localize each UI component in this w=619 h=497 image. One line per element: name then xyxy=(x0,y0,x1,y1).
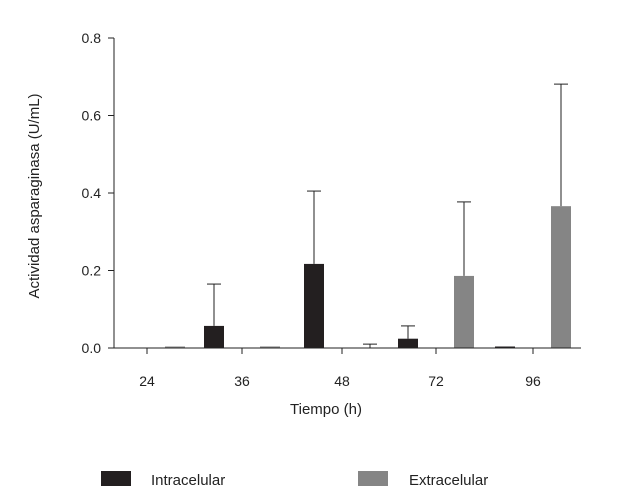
bar-extracelular xyxy=(260,346,280,348)
legend-swatch-extracelular xyxy=(358,471,388,486)
error-bars xyxy=(207,83,568,348)
x-tick-label: 72 xyxy=(428,373,444,389)
y-tick-label: 0.2 xyxy=(82,263,102,279)
bar-intracelular xyxy=(495,346,515,348)
legend-swatch-intracelular xyxy=(101,471,131,486)
bar-intracelular xyxy=(398,338,418,348)
legend-label-extracelular: Extracelular xyxy=(409,472,488,489)
bar-intracelular xyxy=(304,263,324,348)
legend-label-intracelular: Intracelular xyxy=(151,472,225,489)
y-tick-label: 0.0 xyxy=(82,340,102,356)
y-axis-ticks: 0.0 0.2 0.4 0.6 0.8 xyxy=(82,30,114,356)
bar-extracelular xyxy=(454,275,474,348)
x-axis-ticks: 24 36 48 72 96 xyxy=(139,348,541,389)
y-tick-label: 0.6 xyxy=(82,108,102,124)
x-tick-label: 96 xyxy=(525,373,541,389)
x-tick-label: 24 xyxy=(139,373,155,389)
legend: Intracelular Extracelular xyxy=(101,471,488,489)
y-axis-title: Actividad asparaginasa (U/mL) xyxy=(26,93,43,298)
x-tick-label: 48 xyxy=(334,373,350,389)
bar-extracelular xyxy=(165,346,185,348)
bar-extracelular xyxy=(551,206,571,348)
y-tick-label: 0.8 xyxy=(82,30,102,46)
x-axis-title: Tiempo (h) xyxy=(290,401,362,418)
x-tick-label: 36 xyxy=(234,373,250,389)
bar-intracelular xyxy=(204,325,224,348)
bars xyxy=(165,206,571,348)
y-tick-label: 0.4 xyxy=(82,185,102,201)
